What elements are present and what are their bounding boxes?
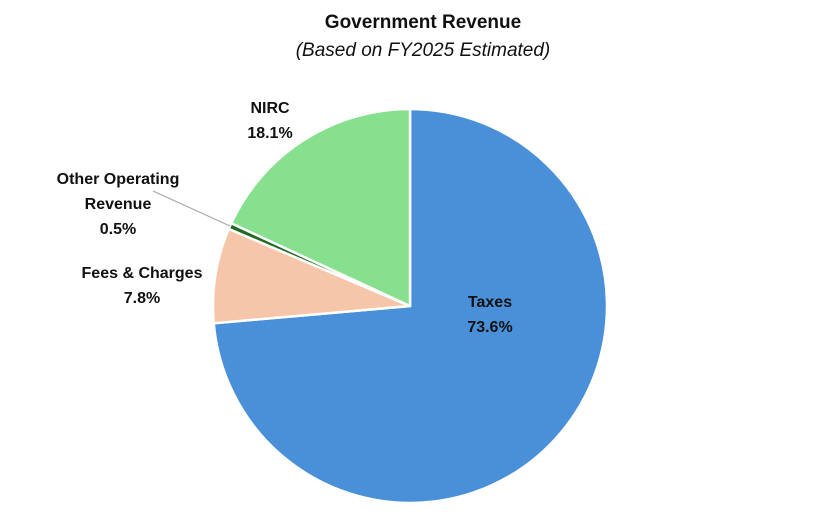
other-leader-line (152, 190, 231, 227)
label-other-line2: Revenue (84, 196, 152, 213)
label-other-pct: 0.5% (99, 221, 137, 238)
pie-slices (211, 107, 609, 505)
label-fees-pct: 7.8% (123, 290, 161, 307)
label-other-operating-revenue: Other Operating Revenue 0.5% (38, 167, 198, 242)
label-taxes-pct: 73.6% (467, 319, 513, 336)
label-other-line1: Other Operating (56, 171, 180, 188)
label-taxes-name: Taxes (467, 294, 513, 311)
label-fees-charges: Fees & Charges 7.8% (62, 261, 222, 311)
chart-title: Government Revenue (324, 12, 522, 33)
label-fees-name: Fees & Charges (81, 265, 203, 282)
label-nirc-pct: 18.1% (247, 125, 293, 142)
pie-slice-nirc (229, 107, 412, 308)
pie-slice-fees-charges (211, 227, 412, 325)
label-nirc-name: NIRC (250, 100, 290, 117)
label-taxes: Taxes 73.6% (440, 290, 540, 340)
label-nirc: NIRC 18.1% (220, 96, 320, 146)
chart-subtitle: (Based on FY2025 Estimated) (295, 40, 551, 61)
